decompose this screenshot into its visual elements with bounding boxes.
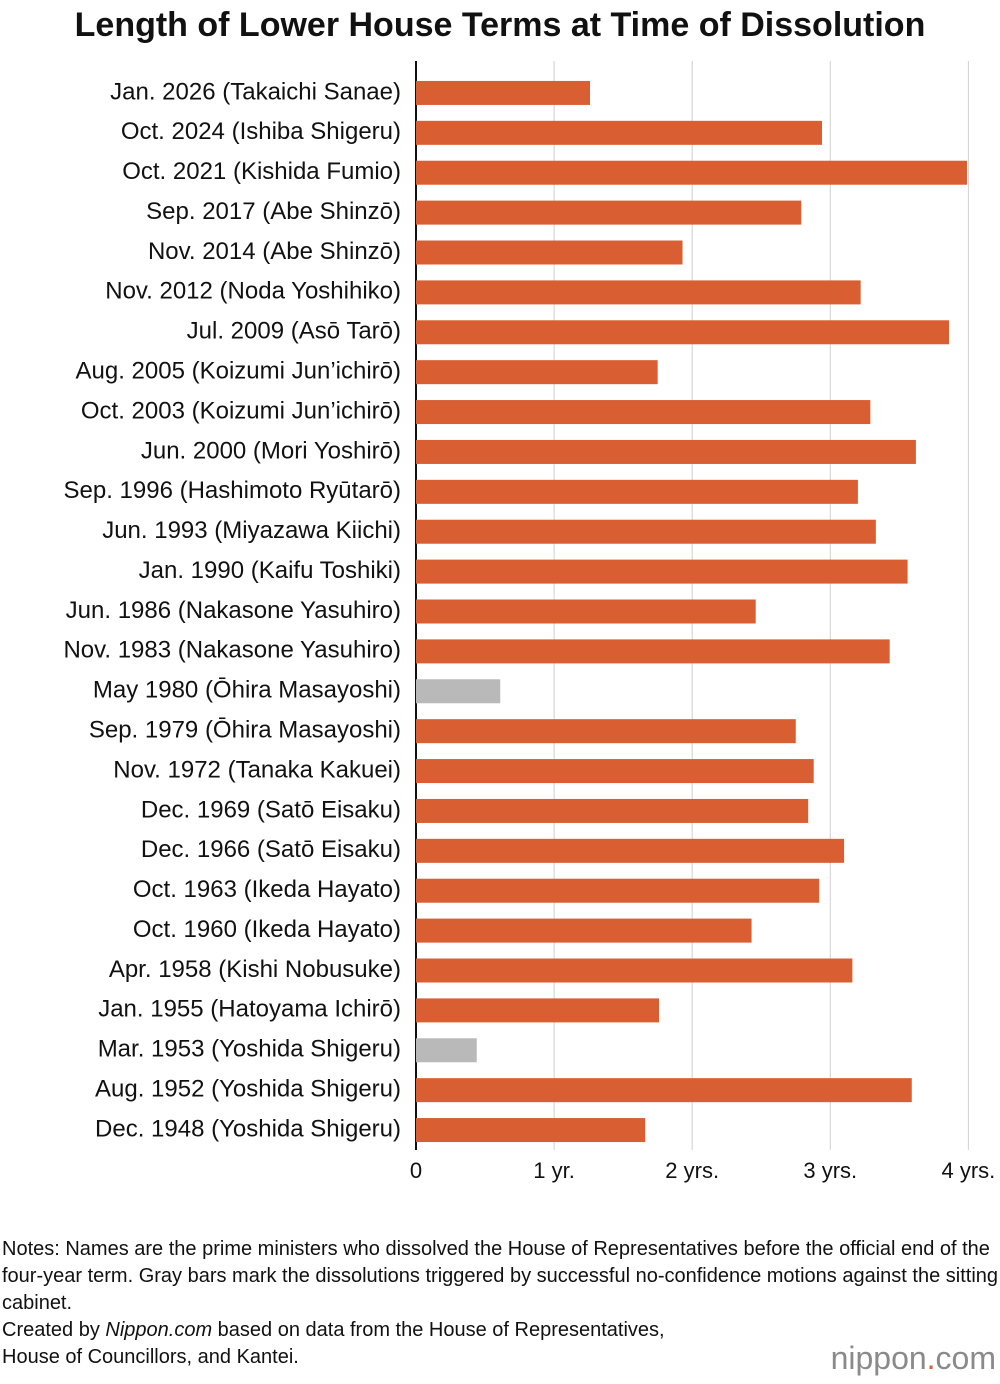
y-tick-label: Jan. 2026 (Takaichi Sanae) xyxy=(110,78,401,105)
bar xyxy=(416,918,752,943)
y-tick-label: Jun. 1993 (Miyazawa Kiichi) xyxy=(102,517,401,544)
y-tick-label: Nov. 1983 (Nakasone Yasuhiro) xyxy=(63,637,401,664)
logo-part: com xyxy=(935,1340,996,1376)
credit: Created by Nippon.com based on data from… xyxy=(2,1317,692,1371)
bar xyxy=(416,838,845,863)
bar xyxy=(416,798,809,823)
notes: Notes: Names are the prime ministers who… xyxy=(2,1238,999,1314)
y-tick-label: Nov. 2012 (Noda Yoshihiko) xyxy=(105,278,401,305)
y-tick-label: May 1980 (Ōhira Masayoshi) xyxy=(93,677,401,704)
y-tick-label: Oct. 1960 (Ikeda Hayato) xyxy=(133,916,401,943)
y-tick-label: Mar. 1953 (Yoshida Shigeru) xyxy=(98,1036,401,1063)
bar xyxy=(416,120,822,145)
bar xyxy=(416,280,861,305)
y-tick-label: Dec. 1966 (Satō Eisaku) xyxy=(141,836,401,863)
y-tick-label: Oct. 2021 (Kishida Fumio) xyxy=(122,158,401,185)
bar xyxy=(416,559,908,584)
y-tick-label: Dec. 1948 (Yoshida Shigeru) xyxy=(95,1115,401,1142)
y-tick-label: Oct. 1963 (Ikeda Hayato) xyxy=(133,876,401,903)
y-tick-label: Jun. 1986 (Nakasone Yasuhiro) xyxy=(66,597,401,624)
y-tick-label: Dec. 1969 (Satō Eisaku) xyxy=(141,796,401,823)
credit-source: Nippon.com xyxy=(105,1319,213,1341)
bar xyxy=(416,759,814,784)
bar xyxy=(416,719,796,744)
y-tick-label: Jun. 2000 (Mori Yoshirō) xyxy=(141,437,401,464)
y-tick-label: Aug. 2005 (Koizumi Jun’ichirō) xyxy=(76,358,402,385)
bar xyxy=(416,958,853,983)
bar xyxy=(416,240,683,265)
x-tick-label: 3 yrs. xyxy=(803,1158,857,1183)
bar xyxy=(416,878,820,903)
y-tick-label: Sep. 2017 (Abe Shinzō) xyxy=(146,198,401,225)
x-tick-label: 2 yrs. xyxy=(665,1158,719,1183)
credit-text: Created by xyxy=(2,1319,106,1341)
y-tick-label: Sep. 1996 (Hashimoto Ryūtarō) xyxy=(64,477,402,504)
bar xyxy=(416,200,802,225)
bar xyxy=(416,439,916,464)
bar xyxy=(416,360,658,385)
x-tick-label: 1 yr. xyxy=(533,1158,575,1183)
chart-title: Length of Lower House Terms at Time of D… xyxy=(75,6,926,44)
chart: Length of Lower House Terms at Time of D… xyxy=(63,6,995,1183)
y-tick-label: Oct. 2024 (Ishiba Shigeru) xyxy=(121,118,401,145)
y-tick-label: Nov. 2014 (Abe Shinzō) xyxy=(148,238,401,265)
bar xyxy=(416,1078,912,1103)
bar xyxy=(416,639,890,664)
bar xyxy=(416,679,501,704)
logo: nippon.com xyxy=(831,1340,996,1377)
bar xyxy=(416,1118,646,1143)
y-tick-label: Jan. 1990 (Kaifu Toshiki) xyxy=(139,557,401,584)
y-tick-label: Jan. 1955 (Hatoyama Ichirō) xyxy=(98,996,401,1023)
y-tick-label: Aug. 1952 (Yoshida Shigeru) xyxy=(95,1076,401,1103)
bar xyxy=(416,400,871,425)
y-tick-label: Jul. 2009 (Asō Tarō) xyxy=(187,318,401,345)
logo-part: nippon xyxy=(830,1340,927,1376)
y-tick-label: Oct. 2003 (Koizumi Jun’ichirō) xyxy=(81,397,401,424)
bar xyxy=(416,320,950,345)
bar xyxy=(416,80,590,105)
y-tick-label: Sep. 1979 (Ōhira Masayoshi) xyxy=(89,717,401,744)
y-tick-label: Nov. 1972 (Tanaka Kakuei) xyxy=(113,756,401,783)
y-tick-label: Apr. 1958 (Kishi Nobusuke) xyxy=(109,956,401,983)
x-tick-label: 0 xyxy=(410,1158,422,1183)
credit-text: based on data from the House of Represen… xyxy=(2,1319,665,1368)
logo-part: . xyxy=(926,1340,936,1376)
bar xyxy=(416,998,660,1023)
bar xyxy=(416,479,858,504)
bar xyxy=(416,519,876,544)
x-tick-label: 4 yrs. xyxy=(941,1158,995,1183)
bar xyxy=(416,599,756,624)
bar xyxy=(416,160,967,185)
bar xyxy=(416,1038,477,1063)
